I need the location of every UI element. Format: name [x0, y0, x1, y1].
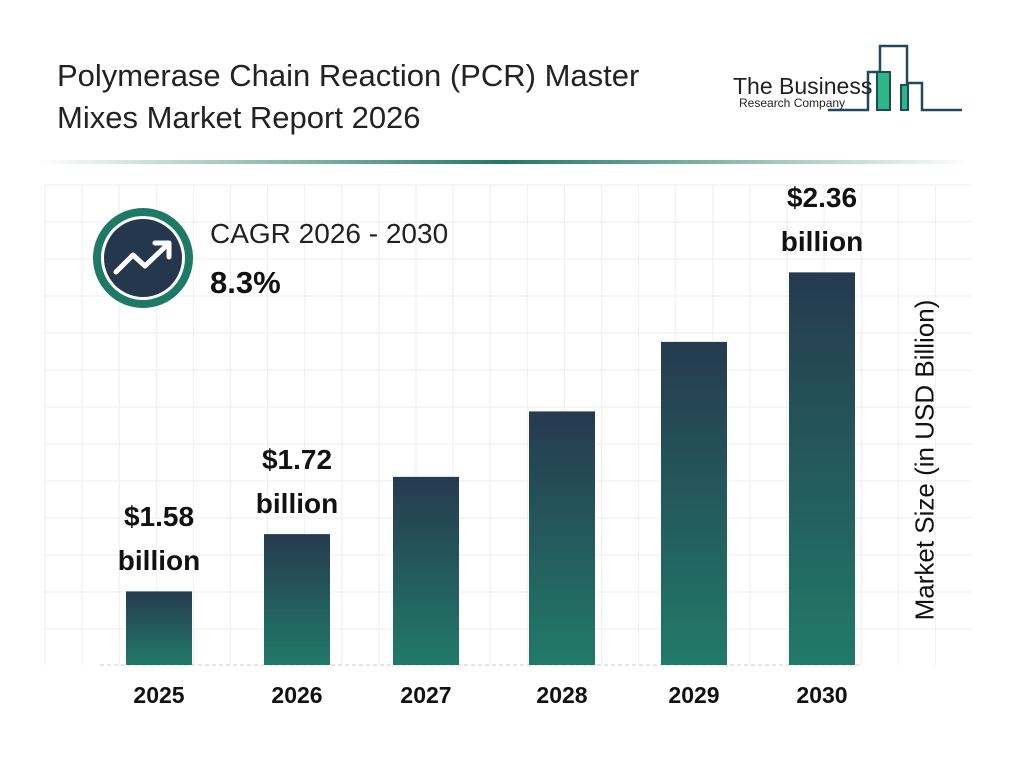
data-label-unit: billion — [780, 226, 864, 258]
x-tick-label: 2026 — [271, 682, 323, 708]
cagr-label: CAGR 2026 - 2030 — [210, 218, 449, 249]
trending-up-icon — [93, 208, 193, 308]
bar-2029 — [661, 341, 727, 665]
data-label: $1.72 billion — [256, 438, 338, 526]
cagr-value: 8.3% — [210, 265, 281, 300]
data-label-amount: $1.58 — [123, 501, 195, 533]
y-axis-label: Market Size (in USD Billion) — [909, 299, 940, 621]
bar-2026 — [264, 534, 330, 665]
x-tick-label: 2030 — [796, 682, 848, 708]
data-label: $1.58 billion — [118, 495, 200, 583]
x-tick-label: 2025 — [133, 682, 185, 708]
data-label-unit: billion — [117, 545, 201, 577]
bar-2025 — [126, 591, 192, 665]
bar-2028 — [529, 411, 595, 665]
data-label: $2.36 billion — [781, 176, 863, 264]
bar-2027 — [393, 476, 459, 665]
data-label-unit: billion — [255, 488, 339, 520]
logo-subtext: Research Company — [739, 96, 846, 110]
x-tick-label: 2027 — [400, 682, 452, 708]
data-label-amount: $1.72 — [261, 444, 333, 476]
x-tick-label: 2028 — [536, 682, 588, 708]
title-line-1: Polymerase Chain Reaction (PCR) Master — [57, 58, 640, 93]
x-tick-label: 2029 — [668, 682, 720, 708]
title-divider — [40, 160, 970, 164]
title-line-2: Mixes Market Report 2026 — [57, 100, 421, 135]
bars — [126, 272, 855, 665]
page-title: Polymerase Chain Reaction (PCR) Master M… — [57, 55, 737, 139]
bar-2030 — [789, 272, 855, 665]
logo-text: The Business — [733, 73, 873, 99]
logo-graphic — [828, 44, 962, 112]
data-label-amount: $2.36 — [786, 182, 858, 214]
